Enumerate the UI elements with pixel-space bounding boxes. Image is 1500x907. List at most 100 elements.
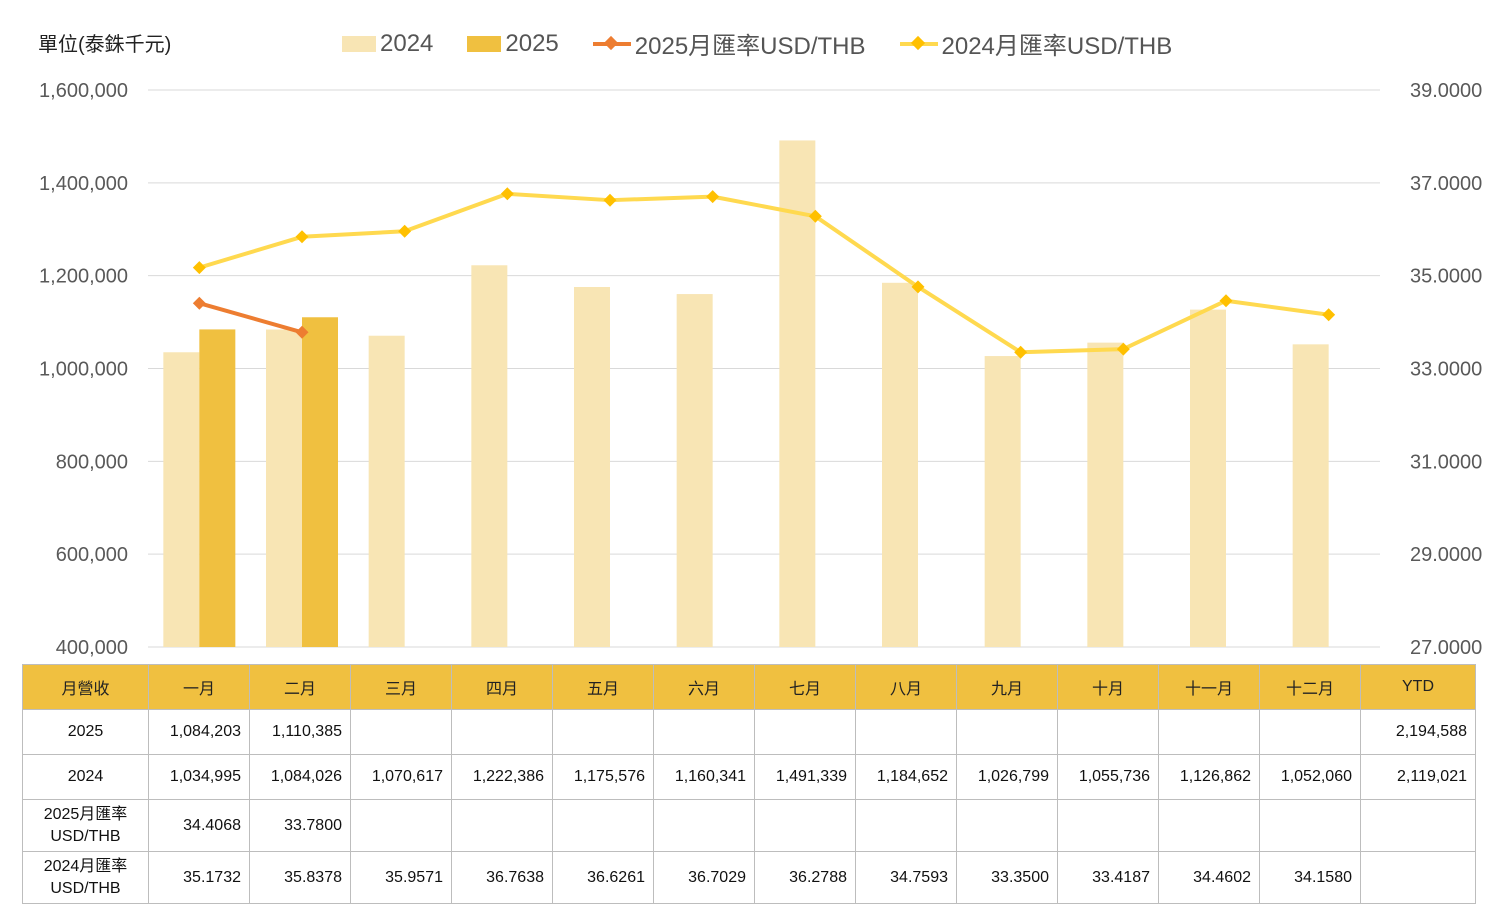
table-cell: 33.7800: [249, 799, 351, 852]
table-cell: [552, 799, 654, 852]
table-header-cell: 二月: [249, 664, 351, 710]
table-header-cell: 七月: [754, 664, 856, 710]
y-axis-tick-label: 1,200,000: [39, 266, 128, 288]
line-point-2024月匯率USD/THB: [398, 224, 412, 238]
table-header-cell: 五月: [552, 664, 654, 710]
table-row: 2025月匯率USD/THB 34.4068 33.7800: [22, 799, 1476, 852]
legend-item-2024: 2024: [342, 30, 433, 58]
table-header-cell: 十一月: [1158, 664, 1260, 710]
line-series-2025月匯率USD/THB: [197, 301, 304, 335]
table-cell: [1158, 709, 1260, 755]
table-row: 2024月匯率USD/THB 35.1732 35.8378 35.9571 3…: [22, 851, 1476, 904]
table-cell: [754, 709, 856, 755]
table-header-row: 月營收 一月 二月 三月 四月 五月 六月 七月 八月 九月 十月 十一月 十二…: [22, 664, 1476, 710]
table-cell: [1057, 799, 1159, 852]
table-cell: 34.4068: [148, 799, 250, 852]
table-cell: 36.6261: [552, 851, 654, 904]
bar-2024: [163, 352, 200, 647]
table-cell: [653, 709, 755, 755]
table-header-cell: 一月: [148, 664, 250, 710]
table-cell: 36.2788: [754, 851, 856, 904]
table-cell: 34.1580: [1259, 851, 1361, 904]
table-header-cell: YTD: [1360, 664, 1476, 710]
table-cell: [1158, 799, 1260, 852]
y-axis-tick-label: 800,000: [56, 451, 128, 473]
table-cell: 1,110,385: [249, 709, 351, 755]
legend-label-2024-rate: 2024月匯率USD/THB: [941, 33, 1173, 60]
revenue-table: 月營收 一月 二月 三月 四月 五月 六月 七月 八月 九月 十月 十一月 十二…: [22, 664, 1476, 904]
table-header-cell: 四月: [451, 664, 553, 710]
y-axis-tick-label: 600,000: [56, 544, 128, 566]
table-cell: 2,119,021: [1360, 754, 1476, 800]
line-point-2024月匯率USD/THB: [1014, 345, 1028, 359]
row-header: 2025: [22, 709, 149, 755]
y-axis-tick-label: 1,000,000: [39, 359, 128, 381]
line-point-2024月匯率USD/THB: [1116, 342, 1130, 356]
line-point-2024月匯率USD/THB: [603, 193, 617, 207]
legend-swatch-2024-rate: [899, 35, 938, 52]
bar-2024: [1292, 344, 1329, 647]
legend-label-2025-rate: 2025月匯率USD/THB: [634, 33, 866, 60]
table-cell: 36.7638: [451, 851, 553, 904]
table-cell: 35.1732: [148, 851, 250, 904]
table-cell: 1,026,799: [956, 754, 1058, 800]
bar-2025: [302, 317, 338, 647]
line-point-2024月匯率USD/THB: [192, 261, 206, 275]
y-axis-tick-label: 400,000: [56, 637, 128, 659]
table-row: 2024 1,034,995 1,084,026 1,070,617 1,222…: [22, 754, 1476, 800]
line-point-2024月匯率USD/THB: [1322, 308, 1336, 322]
table-cell: [1259, 799, 1361, 852]
table-cell: [451, 799, 553, 852]
table-cell: 35.9571: [350, 851, 452, 904]
legend-item-2024-rate: 2024月匯率USD/THB: [899, 26, 1173, 61]
line-point-2024月匯率USD/THB: [911, 280, 925, 294]
table-cell: 36.7029: [653, 851, 755, 904]
y2-axis-tick-label: 31.0000: [1410, 451, 1482, 473]
table-cell: [754, 799, 856, 852]
y2-axis-tick-label: 27.0000: [1410, 637, 1482, 659]
bar-2024: [574, 287, 610, 647]
line-point-2025月匯率USD/THB: [295, 325, 309, 339]
line-point-2024月匯率USD/THB: [706, 190, 720, 204]
table-cell: 35.8378: [249, 851, 351, 904]
table-cell: 34.4602: [1158, 851, 1260, 904]
bar-2024: [1087, 342, 1124, 647]
y2-axis-tick-label: 29.0000: [1410, 544, 1482, 566]
table-header-cell: 九月: [956, 664, 1058, 710]
table-cell: [350, 709, 452, 755]
table-cell: 33.3500: [956, 851, 1058, 904]
bar-2024: [471, 265, 508, 647]
bar-2024: [266, 329, 302, 647]
bar-2025: [199, 329, 236, 647]
revenue-exchange-chart: 400,000 600,000 800,000 1,000,000 1,200,000 1…: [39, 80, 1482, 659]
legend-item-2025: 2025: [467, 29, 559, 58]
bar-2024: [676, 294, 713, 647]
table-cell: [1259, 709, 1361, 755]
y2-axis-tick-label: 35.0000: [1410, 266, 1482, 288]
bar-2024: [779, 140, 816, 647]
chart-legend: 2024 2025 2025月匯率USD/THB 2024月匯率USD/THB: [342, 26, 1172, 61]
table-cell: 1,052,060: [1259, 754, 1361, 800]
table-cell: 1,491,339: [754, 754, 856, 800]
table-cell: [956, 799, 1058, 852]
table-cell: [1360, 851, 1476, 904]
table-cell: 1,055,736: [1057, 754, 1159, 800]
legend-label-2025: 2025: [505, 29, 559, 57]
line-series-2024月匯率USD/THB: [197, 191, 1331, 355]
bar-2024: [368, 335, 405, 647]
table-header-cell: 月營收: [22, 664, 149, 710]
table-cell: [653, 799, 755, 852]
row-header: 2024月匯率USD/THB: [22, 851, 149, 904]
legend-swatch-2025-rate: [592, 35, 631, 52]
table-cell: 33.4187: [1057, 851, 1159, 904]
table-cell: [1360, 799, 1476, 852]
bar-2024: [882, 282, 918, 647]
legend-swatch-2025: [467, 35, 502, 52]
y2-axis-tick-label: 33.0000: [1410, 359, 1482, 381]
table-row: 2025 1,084,203 1,110,385 2,194,588: [22, 709, 1476, 755]
line-point-2024月匯率USD/THB: [1219, 294, 1233, 308]
legend-swatch-2024: [342, 35, 376, 52]
bar-2024: [984, 356, 1021, 647]
table-header-cell: 八月: [855, 664, 957, 710]
line-point-2024月匯率USD/THB: [808, 209, 822, 223]
